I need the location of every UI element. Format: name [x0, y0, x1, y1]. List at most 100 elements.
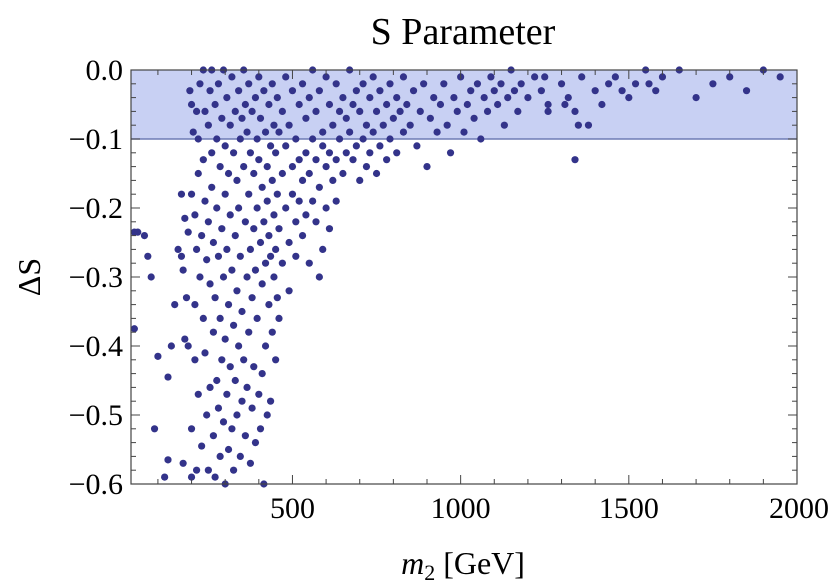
data-point [203, 411, 211, 419]
data-point [376, 87, 384, 95]
data-point [537, 87, 545, 95]
data-point [253, 314, 261, 322]
data-point [241, 100, 249, 109]
data-point [272, 245, 280, 253]
y-tick-label: −0.4 [69, 330, 123, 363]
data-point [352, 142, 360, 150]
data-point [268, 328, 276, 336]
data-point [263, 163, 271, 171]
data-point [510, 87, 519, 95]
data-point [229, 466, 238, 474]
data-point [541, 73, 549, 81]
data-point [625, 94, 633, 102]
data-point [209, 432, 218, 440]
data-point [285, 121, 293, 129]
data-point [658, 73, 667, 81]
data-point [261, 128, 270, 136]
data-point [383, 156, 391, 164]
data-point [191, 211, 199, 219]
data-point [194, 169, 202, 178]
data-point [273, 94, 281, 102]
data-point [240, 163, 248, 171]
data-point [206, 280, 214, 288]
data-point [430, 94, 438, 102]
data-point [295, 156, 303, 164]
data-point [288, 163, 297, 171]
data-point [393, 149, 401, 157]
data-point [223, 245, 231, 253]
data-point [191, 301, 199, 309]
data-point [275, 225, 283, 233]
data-point [480, 94, 488, 102]
x-axis-label-unit: [GeV] [435, 545, 525, 581]
data-point [164, 373, 172, 381]
x-tick-label: 500 [270, 492, 315, 525]
data-point [248, 107, 256, 115]
data-point [285, 238, 293, 247]
x-tick-label: 1500 [599, 492, 659, 525]
data-point [171, 301, 179, 309]
data-point [332, 80, 340, 88]
data-point [241, 218, 249, 226]
y-tick-label: −0.6 [69, 468, 123, 501]
data-point [255, 390, 263, 398]
data-point [312, 156, 320, 164]
ticks-layer [131, 69, 798, 485]
data-point [319, 245, 327, 253]
data-point [228, 425, 236, 433]
data-point [359, 80, 367, 88]
data-point [413, 142, 421, 150]
data-point [349, 156, 357, 164]
data-point [339, 94, 347, 102]
data-point [206, 383, 214, 391]
data-point [179, 266, 187, 274]
data-point [356, 107, 364, 115]
data-point [416, 107, 424, 115]
data-point [339, 169, 347, 178]
data-point [214, 404, 223, 412]
data-point [487, 73, 495, 81]
data-point [201, 197, 209, 205]
data-point [258, 370, 266, 378]
data-point [356, 176, 364, 184]
data-point [335, 135, 344, 143]
data-point [196, 80, 204, 88]
data-point [181, 335, 189, 343]
data-point [248, 404, 256, 412]
x-tick-label: 2000 [769, 492, 829, 525]
data-point [571, 107, 579, 115]
data-point [147, 273, 155, 281]
data-point [206, 87, 214, 95]
data-point [273, 294, 281, 302]
data-point [184, 342, 192, 350]
data-point [298, 176, 307, 184]
data-point [150, 425, 159, 433]
data-point [305, 94, 313, 102]
data-point [243, 128, 251, 136]
data-point [233, 176, 241, 184]
data-point [223, 390, 231, 398]
data-point [325, 149, 334, 157]
data-point [221, 142, 229, 150]
data-point [250, 169, 258, 178]
data-point [399, 128, 408, 136]
data-point [245, 328, 253, 336]
x-axis-label-sub: 2 [424, 560, 435, 585]
data-point [192, 245, 201, 253]
data-point [446, 149, 455, 157]
data-point [278, 259, 286, 267]
data-point [605, 80, 613, 88]
data-point [161, 473, 169, 481]
data-point [393, 94, 401, 102]
data-point [187, 425, 196, 433]
data-point [574, 121, 582, 129]
data-point [282, 73, 290, 81]
data-point [322, 73, 330, 81]
data-point [201, 349, 209, 357]
data-point [268, 80, 276, 88]
data-point [483, 107, 492, 115]
data-point [504, 94, 512, 102]
data-point [260, 87, 268, 95]
data-point [181, 214, 189, 222]
